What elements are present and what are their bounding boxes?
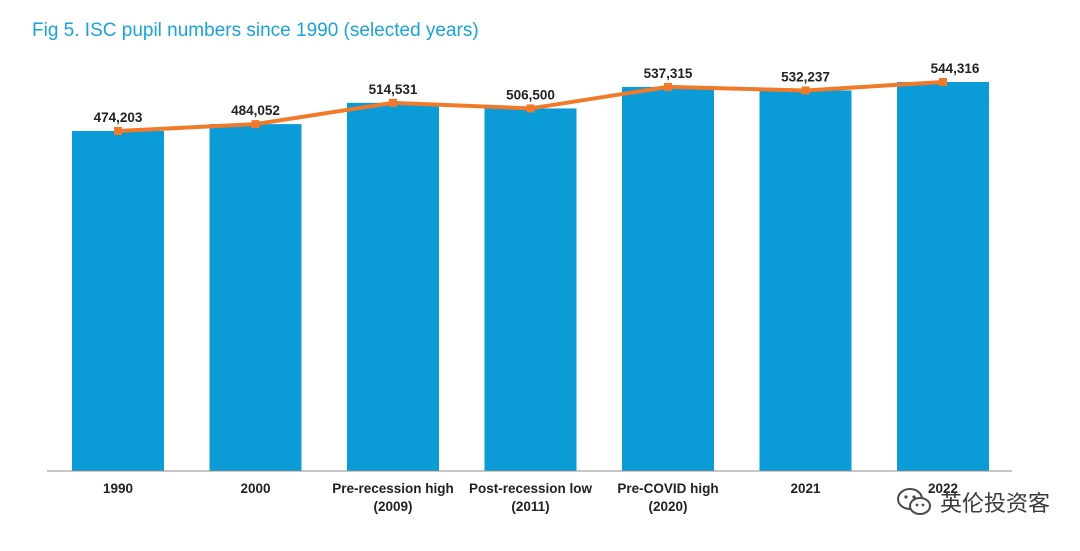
x-tick-label-3-line1: (2011) — [511, 499, 549, 514]
line-point-2 — [389, 98, 397, 107]
bars-layer — [72, 82, 989, 472]
bar-3 — [484, 108, 577, 472]
x-tick-label-6: 2022 — [928, 481, 958, 496]
chart-title: Fig 5. ISC pupil numbers since 1990 (sel… — [32, 20, 479, 41]
x-tick-label-1: 2000 — [240, 481, 270, 496]
x-tick-label-3: Post-recession low — [469, 481, 593, 496]
x-tick-label-5: 2021 — [790, 481, 821, 496]
value-label-0: 474,203 — [94, 110, 143, 125]
watermark: 英伦投资客 — [896, 486, 1050, 518]
wechat-icon — [896, 488, 931, 515]
x-tick-label-4-line1: (2020) — [648, 499, 687, 514]
line-point-4 — [664, 82, 672, 91]
bar-1 — [209, 124, 302, 471]
x-tick-label-0: 1990 — [103, 481, 133, 496]
line-point-6 — [939, 78, 947, 86]
value-labels-layer: 474,203 484,052 514,531 506,500 537,315 532,2… — [94, 61, 980, 125]
bar-2 — [347, 102, 439, 472]
bar-4 — [622, 86, 714, 472]
line-point-1 — [251, 120, 260, 129]
bar-5 — [759, 90, 852, 471]
x-tick-labels-layer: 1990 2000 Pre-recession high (2009) Post-rec… — [103, 481, 958, 514]
value-label-6: 544,316 — [931, 61, 980, 76]
x-tick-label-2-line1: (2009) — [373, 499, 412, 514]
value-label-3: 506,500 — [506, 87, 555, 102]
value-label-5: 532,237 — [781, 69, 830, 84]
line-point-0 — [114, 127, 122, 135]
watermark-text: 英伦投资客 — [939, 492, 1050, 517]
value-label-1: 484,052 — [231, 103, 280, 118]
bar-0 — [72, 131, 164, 471]
line-point-5 — [801, 86, 810, 95]
bar-6 — [897, 82, 989, 471]
x-tick-label-4: Pre-COVID high — [617, 481, 718, 496]
x-tick-label-2: Pre-recession high — [332, 481, 454, 496]
value-label-2: 514,531 — [369, 82, 418, 97]
line-layer — [114, 78, 947, 135]
line-point-3 — [526, 104, 535, 113]
value-label-4: 537,315 — [644, 66, 693, 81]
